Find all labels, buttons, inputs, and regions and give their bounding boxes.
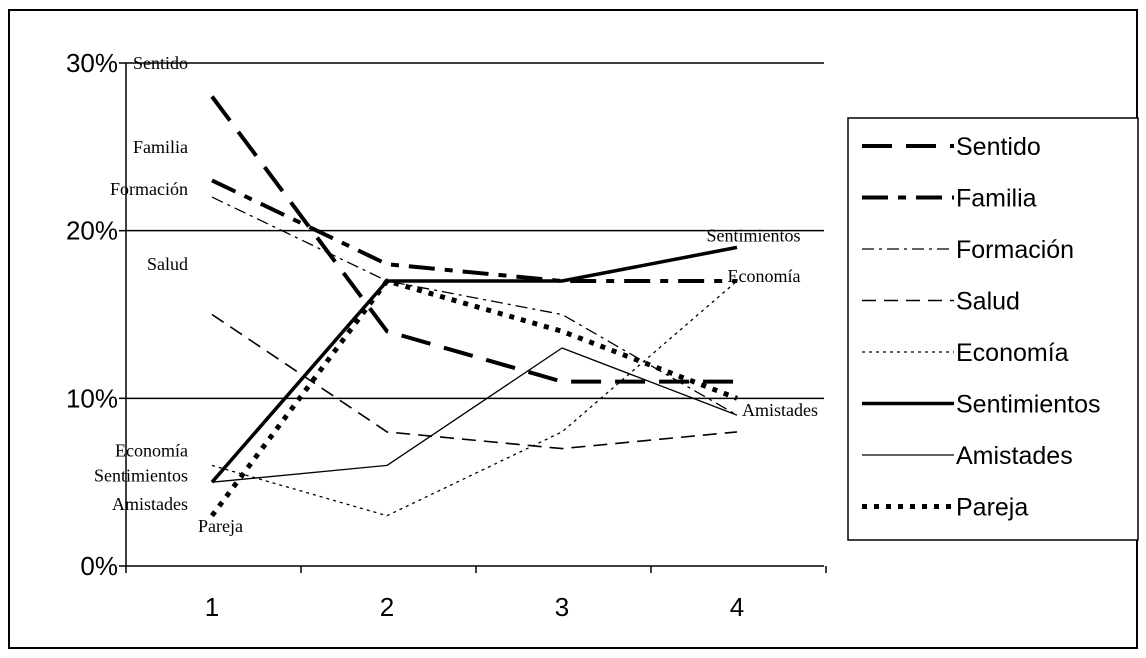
annotation-pareja: Pareja xyxy=(198,516,243,536)
series-lines xyxy=(209,95,738,518)
x-tick-label: 2 xyxy=(380,592,394,622)
series-line-salud xyxy=(211,313,738,450)
y-tick-label: 0% xyxy=(80,551,118,581)
legend-label: Economía xyxy=(956,339,1069,367)
gridlines xyxy=(126,62,824,400)
legend-label: Pareja xyxy=(956,494,1028,522)
x-tick-label: 3 xyxy=(555,592,569,622)
series-line-pareja xyxy=(209,278,738,518)
annotation-economia: Economía xyxy=(115,440,188,460)
legend-label: Formación xyxy=(956,236,1074,264)
x-tick-label: 4 xyxy=(730,592,744,622)
legend-item-sentido: Sentido xyxy=(862,133,1041,161)
annotation-formacion: Formación xyxy=(110,179,188,199)
legend-label: Amistades xyxy=(956,442,1073,470)
legend-label: Familia xyxy=(956,185,1037,213)
annotation-sentimientos: Sentimientos xyxy=(94,465,188,485)
legend-label: Sentido xyxy=(956,133,1041,161)
annotation-sentimientos: Sentimientos xyxy=(707,226,801,246)
legend-item-formacion: Formación xyxy=(862,236,1074,264)
legend-item-familia: Familia xyxy=(862,185,1037,213)
annotation-sentido: Sentido xyxy=(133,53,188,73)
legend-label: Salud xyxy=(956,288,1020,316)
annotation-amistades: Amistades xyxy=(742,400,818,420)
legend-label: Sentimientos xyxy=(956,391,1101,419)
axes: 0% 10% 20% 30% 1 2 3 4 xyxy=(66,48,827,622)
series-line-sentimientos xyxy=(210,245,738,484)
legend-box xyxy=(847,117,1139,541)
legend-item-sentimientos: Sentimientos xyxy=(862,391,1101,419)
series-line-economia xyxy=(211,280,738,517)
y-tick-label: 20% xyxy=(66,216,118,246)
legend-item-amistades: Amistades xyxy=(862,442,1073,470)
series-line-familia xyxy=(211,178,737,283)
y-tick-label: 30% xyxy=(66,48,118,78)
legend-item-pareja: Pareja xyxy=(862,494,1028,522)
y-tick-label: 10% xyxy=(66,383,118,413)
legend-item-salud: Salud xyxy=(862,288,1020,316)
legend: Sentido Familia Formación Salud Economía Sent… xyxy=(847,117,1139,541)
annotation-salud: Salud xyxy=(147,254,188,274)
annotations: Sentido Familia Formación Salud Economía Sent… xyxy=(94,53,818,536)
series-line-sentido xyxy=(210,95,737,384)
series-line-amistades xyxy=(211,347,738,483)
series-line-formacion xyxy=(211,196,738,416)
annotation-familia: Familia xyxy=(133,137,188,157)
x-tick-label: 1 xyxy=(205,592,219,622)
annotation-economia: Economía xyxy=(728,266,801,286)
annotation-amistades: Amistades xyxy=(112,494,188,514)
legend-item-economia: Economía xyxy=(862,339,1069,367)
